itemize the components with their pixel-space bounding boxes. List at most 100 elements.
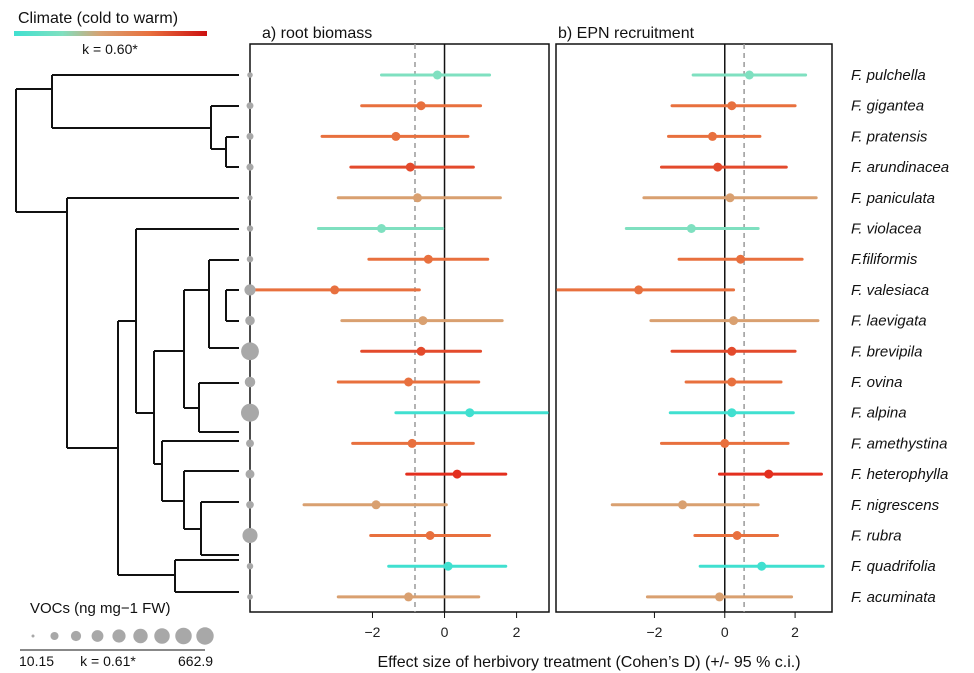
estimate-point-a <box>404 592 414 602</box>
voc-legend-circle <box>112 629 126 643</box>
panel-a-title: a) root biomass <box>262 25 372 42</box>
estimate-point-b <box>744 70 754 80</box>
voc-dot <box>246 163 254 171</box>
voc-legend-circle <box>154 628 170 644</box>
species-label: F. heterophylla <box>851 466 948 483</box>
estimate-point-b <box>727 377 737 387</box>
voc-dot <box>244 376 256 388</box>
species-label: F. quadrifolia <box>851 558 936 575</box>
estimate-point-a <box>413 193 423 203</box>
estimate-point-b <box>720 438 730 448</box>
x-tick-label-b: 2 <box>791 624 799 640</box>
voc-legend-circle <box>196 627 214 645</box>
panel-b-plot: −2 0 2 <box>556 44 825 640</box>
voc-dot <box>246 102 254 110</box>
voc-legend-circle <box>133 628 148 644</box>
species-label: F.filiformis <box>851 251 918 268</box>
voc-legend-circle <box>175 627 192 645</box>
climate-k-label: k = 0.60* <box>82 41 138 57</box>
estimate-point-b <box>727 101 737 111</box>
panel-a-frame <box>249 43 550 613</box>
species-label: F. ovina <box>851 374 902 391</box>
climate-legend-title: Climate (cold to warm) <box>18 10 178 27</box>
estimate-point-b <box>713 162 723 172</box>
x-tick-label-a: 0 <box>441 624 449 640</box>
estimate-point-a <box>452 469 462 479</box>
voc-k-label: k = 0.61* <box>80 653 136 669</box>
voc-dot <box>244 284 256 296</box>
climate-color-bar <box>14 31 207 36</box>
estimate-point-a <box>330 285 340 295</box>
estimate-point-a <box>432 70 442 80</box>
estimate-point-b <box>634 285 644 295</box>
voc-legend-circle <box>91 630 104 642</box>
panel-a-plot: −2 0 2 <box>250 44 549 640</box>
species-label: F. gigantea <box>851 98 924 115</box>
estimate-point-b <box>727 408 737 418</box>
voc-dot <box>246 255 254 263</box>
x-axis-label: Effect size of herbivory treatment (Cohe… <box>377 654 800 671</box>
estimate-point-a <box>418 316 428 326</box>
species-label: F. alpina <box>851 405 907 422</box>
estimate-point-b <box>764 469 774 479</box>
x-tick-label-a: −2 <box>364 624 380 640</box>
estimate-point-b <box>729 316 739 326</box>
estimate-point-a <box>425 531 435 540</box>
estimate-point-b <box>757 561 767 571</box>
estimate-point-a <box>407 438 417 448</box>
panel-b-frame <box>555 43 833 613</box>
x-tick-label-b: 0 <box>721 624 729 640</box>
species-label: F. rubra <box>851 528 902 545</box>
estimate-point-b <box>686 224 696 233</box>
species-label: F. laevigata <box>851 313 927 330</box>
estimate-point-a <box>416 101 426 111</box>
species-label: F. arundinacea <box>851 159 949 176</box>
voc-min-label: 10.15 <box>19 653 54 669</box>
species-label: F. acuminata <box>851 589 936 606</box>
estimate-point-a <box>376 224 386 233</box>
species-label: F. pulchella <box>851 67 926 84</box>
voc-dot <box>247 594 253 600</box>
voc-dot <box>246 500 254 509</box>
species-labels: F. pulchella F. gigantea F. pratensis F. ar… <box>851 67 949 606</box>
voc-dot <box>241 403 259 422</box>
estimate-point-b <box>678 500 688 510</box>
estimate-point-a <box>405 162 415 172</box>
estimate-point-b <box>727 346 737 356</box>
estimate-point-a <box>443 561 453 571</box>
voc-dot <box>245 469 255 479</box>
species-label: F. amethystina <box>851 435 947 452</box>
species-label: F. brevipila <box>851 343 922 360</box>
species-label: F. valesiaca <box>851 282 929 299</box>
voc-dot <box>245 315 255 326</box>
voc-dot <box>246 439 254 448</box>
species-label: F. pratensis <box>851 128 928 145</box>
estimate-point-a <box>371 500 381 510</box>
panel-b-title: b) EPN recruitment <box>558 25 695 42</box>
voc-legend-circle <box>50 631 59 641</box>
phylogeny-tree <box>15 74 239 593</box>
voc-legend-circle <box>70 630 82 642</box>
species-label: F. violacea <box>851 221 922 238</box>
estimate-point-b <box>736 254 746 264</box>
voc-max-label: 662.9 <box>178 653 213 669</box>
x-tick-label-b: −2 <box>646 624 662 640</box>
estimate-point-b <box>707 131 717 141</box>
estimate-point-a <box>416 346 426 356</box>
voc-legend-circle <box>31 634 35 638</box>
voc-size-scale <box>31 627 214 645</box>
voc-dot <box>247 195 253 201</box>
voc-dot <box>247 72 253 78</box>
x-tick-label-a: 2 <box>513 624 521 640</box>
estimate-point-a <box>404 377 414 387</box>
voc-tip-dots <box>241 72 259 600</box>
voc-dot <box>242 527 258 544</box>
voc-dot <box>246 132 254 140</box>
estimate-point-b <box>725 193 735 203</box>
estimate-point-a <box>465 408 475 418</box>
species-label: F. paniculata <box>851 190 935 207</box>
estimate-point-a <box>423 254 433 264</box>
species-label: F. nigrescens <box>851 497 940 514</box>
voc-dot <box>246 562 254 570</box>
